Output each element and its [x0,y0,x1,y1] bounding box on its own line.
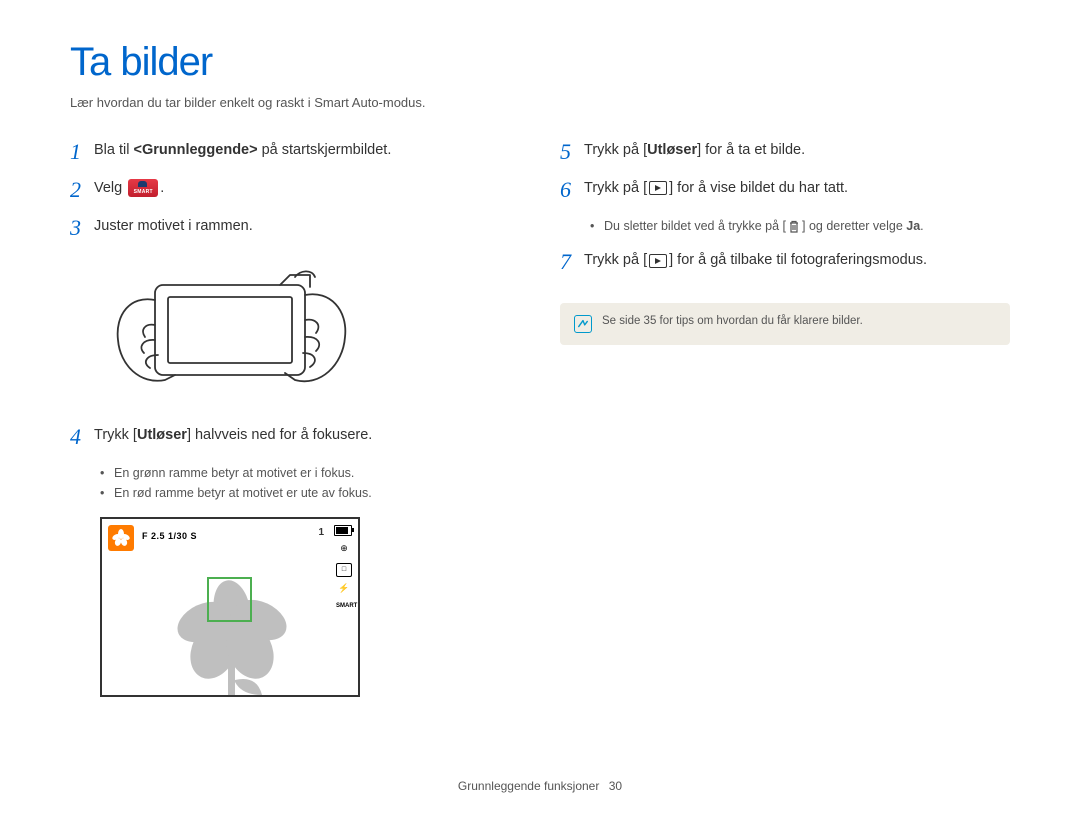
text-post: ] for å gå tilbake til fotograferingsmod… [669,252,927,268]
text-bold: Ja [906,219,920,233]
right-column: 5 Trykk på [Utløser] for å ta et bilde. … [560,140,1010,697]
text-pre: Trykk på [ [584,180,647,196]
step-3: 3 Juster motivet i rammen. [70,216,520,240]
focus-box [207,577,252,622]
text-post: . [160,180,164,196]
step-number: 5 [560,140,584,164]
shot-count: 1 [318,527,324,538]
text-pre: Trykk på [ [584,142,647,158]
step-text: Trykk på [ ] for å vise bildet du har tat… [584,178,848,198]
step-6: 6 Trykk på [ ] for å vise bildet du har t… [560,178,1010,202]
flash-icon: ⚡ [336,583,352,597]
text-pre: Trykk på [ [584,252,647,268]
bullet-item: En grønn ramme betyr at motivet er i fok… [100,463,520,483]
smart-label-icon: SMART [336,603,352,617]
step-text: Bla til <Grunnleggende> på startskjermbi… [94,140,391,160]
text-mid: ] og deretter velge [802,219,906,233]
camera-screen-illustration: F 2.5 1/30 S 1 ⊕ □ ⚡ SMART [100,517,360,697]
page-title: Ta bilder [70,40,1010,85]
playback-icon [649,254,667,268]
step-5: 5 Trykk på [Utløser] for å ta et bilde. [560,140,1010,164]
text-bold: Utløser [137,427,187,443]
flower-graphic [162,550,302,697]
text-post: ] for å vise bildet du har tatt. [669,180,848,196]
note-icon [574,315,592,333]
step-text: Juster motivet i rammen. [94,216,253,236]
text-post: ] for å ta et bilde. [697,142,805,158]
step-number: 4 [70,425,94,449]
exposure-readout: F 2.5 1/30 S [142,531,197,541]
step-number: 3 [70,216,94,240]
content-columns: 1 Bla til <Grunnleggende> på startskjerm… [70,140,1010,697]
playback-icon [649,181,667,195]
text-pre: Bla til [94,142,134,158]
text-post: ] halvveis ned for å fokusere. [187,427,372,443]
step-2: 2 Velg . [70,178,520,202]
step-4-bullets: En grønn ramme betyr at motivet er i fok… [100,463,520,503]
note-text: Se side 35 for tips om hvordan du får kl… [602,315,863,327]
smart-mode-icon [128,179,158,197]
step-text: Trykk [Utløser] halvveis ned for å fokus… [94,425,372,445]
step-text: Velg . [94,178,164,198]
left-column: 1 Bla til <Grunnleggende> på startskjerm… [70,140,520,697]
text-pre: Trykk [ [94,427,137,443]
step-number: 7 [560,250,584,274]
step-text: Trykk på [ ] for å gå tilbake til fotogra… [584,250,927,270]
step-6-bullets: Du sletter bildet ved å trykke på [ ] og… [590,216,1010,236]
macro-icon [108,525,134,551]
step-7: 7 Trykk på [ ] for å gå tilbake til fotog… [560,250,1010,274]
text-post: på startskjermbildet. [258,142,392,158]
step-1: 1 Bla til <Grunnleggende> på startskjerm… [70,140,520,164]
text-bold: <Grunnleggende> [134,142,258,158]
zoom-icon: ⊕ [336,543,352,557]
step-text: Trykk på [Utløser] for å ta et bilde. [584,140,805,160]
page-subtitle: Lær hvordan du tar bilder enkelt og rask… [70,95,1010,110]
text-pre: Velg [94,180,126,196]
screen-right-icons: ⊕ □ ⚡ SMART [336,543,352,617]
bullet-item: En rød ramme betyr at motivet er ute av … [100,483,520,503]
step-number: 1 [70,140,94,164]
step-number: 6 [560,178,584,202]
footer-section: Grunnleggende funksjoner [458,779,599,793]
step-4: 4 Trykk [Utløser] halvveis ned for å fok… [70,425,520,449]
battery-icon [334,525,352,536]
page-footer: Grunnleggende funksjoner 30 [0,779,1080,793]
step-number: 2 [70,178,94,202]
tip-note: Se side 35 for tips om hvordan du får kl… [560,303,1010,345]
text-post: . [920,219,923,233]
text-bold: Utløser [647,142,697,158]
bullet-item: Du sletter bildet ved å trykke på [ ] og… [590,216,1010,236]
trash-icon [788,220,800,234]
camera-hands-illustration [100,255,360,405]
footer-page-number: 30 [609,779,622,793]
mode-icon: □ [336,563,352,577]
text-pre: Du sletter bildet ved å trykke på [ [604,219,786,233]
